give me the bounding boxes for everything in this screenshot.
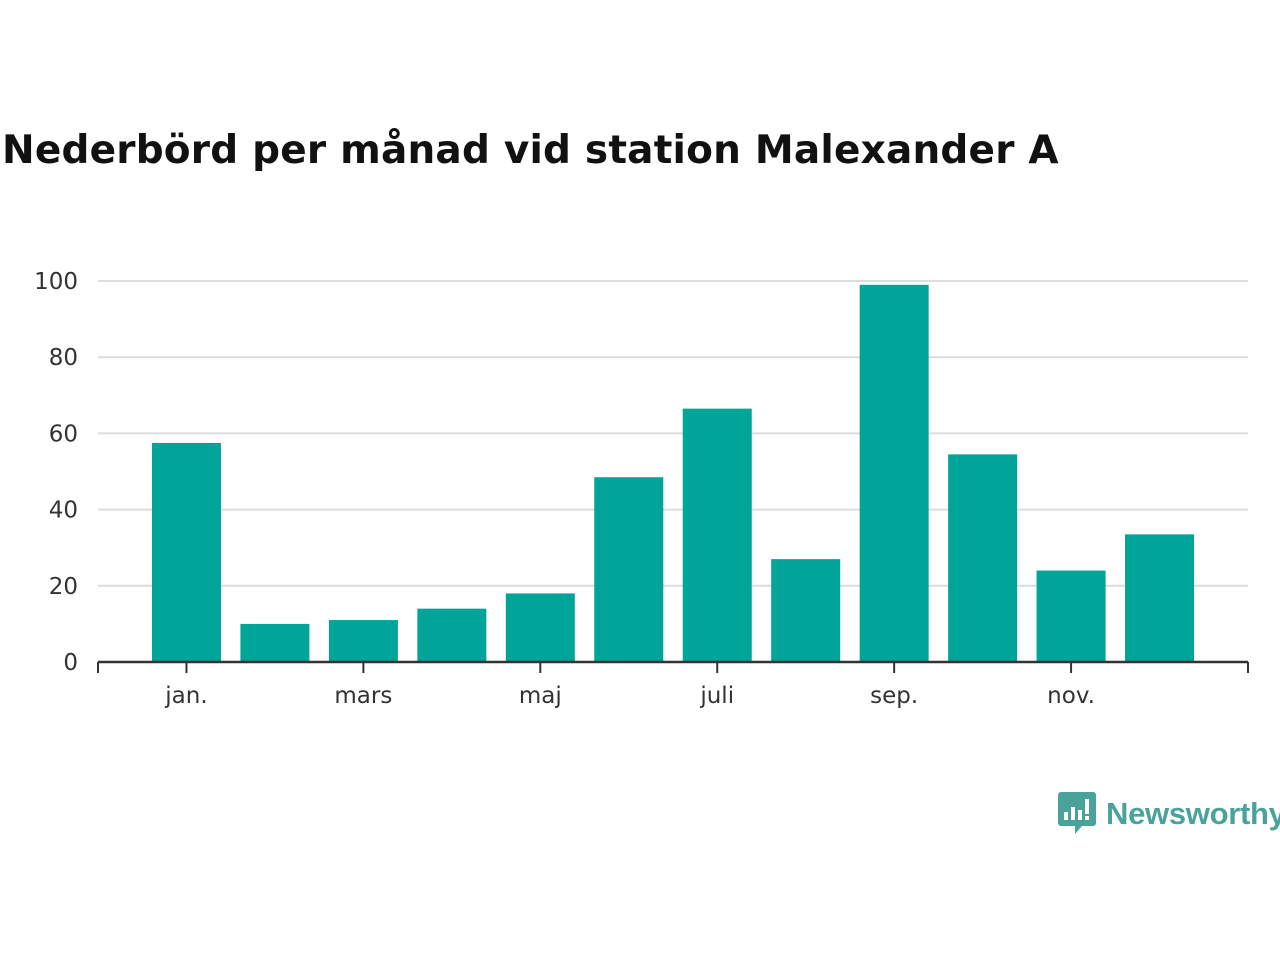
- x-tick-label-juli: juli: [699, 683, 734, 709]
- y-tick-label-40: 40: [49, 498, 78, 524]
- bar-aug: [771, 559, 841, 662]
- bar-sep: [859, 284, 929, 662]
- y-tick-label-20: 20: [49, 574, 78, 600]
- brand-name: Newsworthy: [1106, 796, 1280, 831]
- y-tick-labels: 0 20 40 60 80 100: [34, 269, 78, 676]
- bar-juli: [682, 408, 752, 662]
- bar-maj: [505, 593, 575, 662]
- y-tick-label-60: 60: [49, 421, 78, 447]
- x-tick-label-maj: maj: [519, 683, 562, 709]
- x-tick-label-jan: jan.: [164, 683, 207, 709]
- x-tick-label-mars: mars: [334, 683, 392, 709]
- bar-feb: [240, 623, 310, 662]
- x-tick-label-sep: sep.: [870, 683, 918, 709]
- newsworthy-logo: Newsworthy: [1058, 792, 1280, 836]
- bar-nov: [1036, 570, 1106, 662]
- bar-jan: [151, 442, 221, 662]
- bar-okt: [948, 454, 1018, 662]
- bar-juni: [594, 477, 664, 662]
- y-tick-label-80: 80: [49, 345, 78, 371]
- bar-apr: [417, 608, 487, 662]
- y-tick-label-0: 0: [63, 650, 78, 676]
- x-tick-labels: jan. mars maj juli sep. nov.: [164, 683, 1095, 709]
- newsworthy-logo-icon: [1058, 792, 1096, 834]
- x-tick-label-nov: nov.: [1047, 683, 1095, 709]
- chart-title: Nederbörd per månad vid station Malexand…: [2, 128, 1059, 173]
- bar-mars: [328, 620, 398, 662]
- bars: [151, 284, 1195, 662]
- gridlines: [98, 280, 1248, 587]
- bar-dec: [1125, 534, 1195, 662]
- y-tick-label-100: 100: [34, 269, 78, 295]
- axes: [97, 660, 1249, 673]
